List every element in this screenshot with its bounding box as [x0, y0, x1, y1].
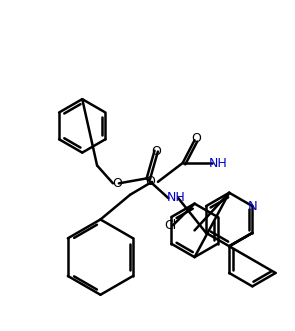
Text: O: O: [112, 177, 122, 190]
Text: Cl: Cl: [165, 219, 177, 232]
Text: O: O: [152, 145, 161, 158]
Text: O: O: [191, 132, 201, 145]
Text: NH: NH: [209, 157, 228, 169]
Text: O: O: [145, 175, 155, 188]
Text: NH: NH: [167, 191, 186, 204]
Text: N: N: [248, 200, 257, 213]
